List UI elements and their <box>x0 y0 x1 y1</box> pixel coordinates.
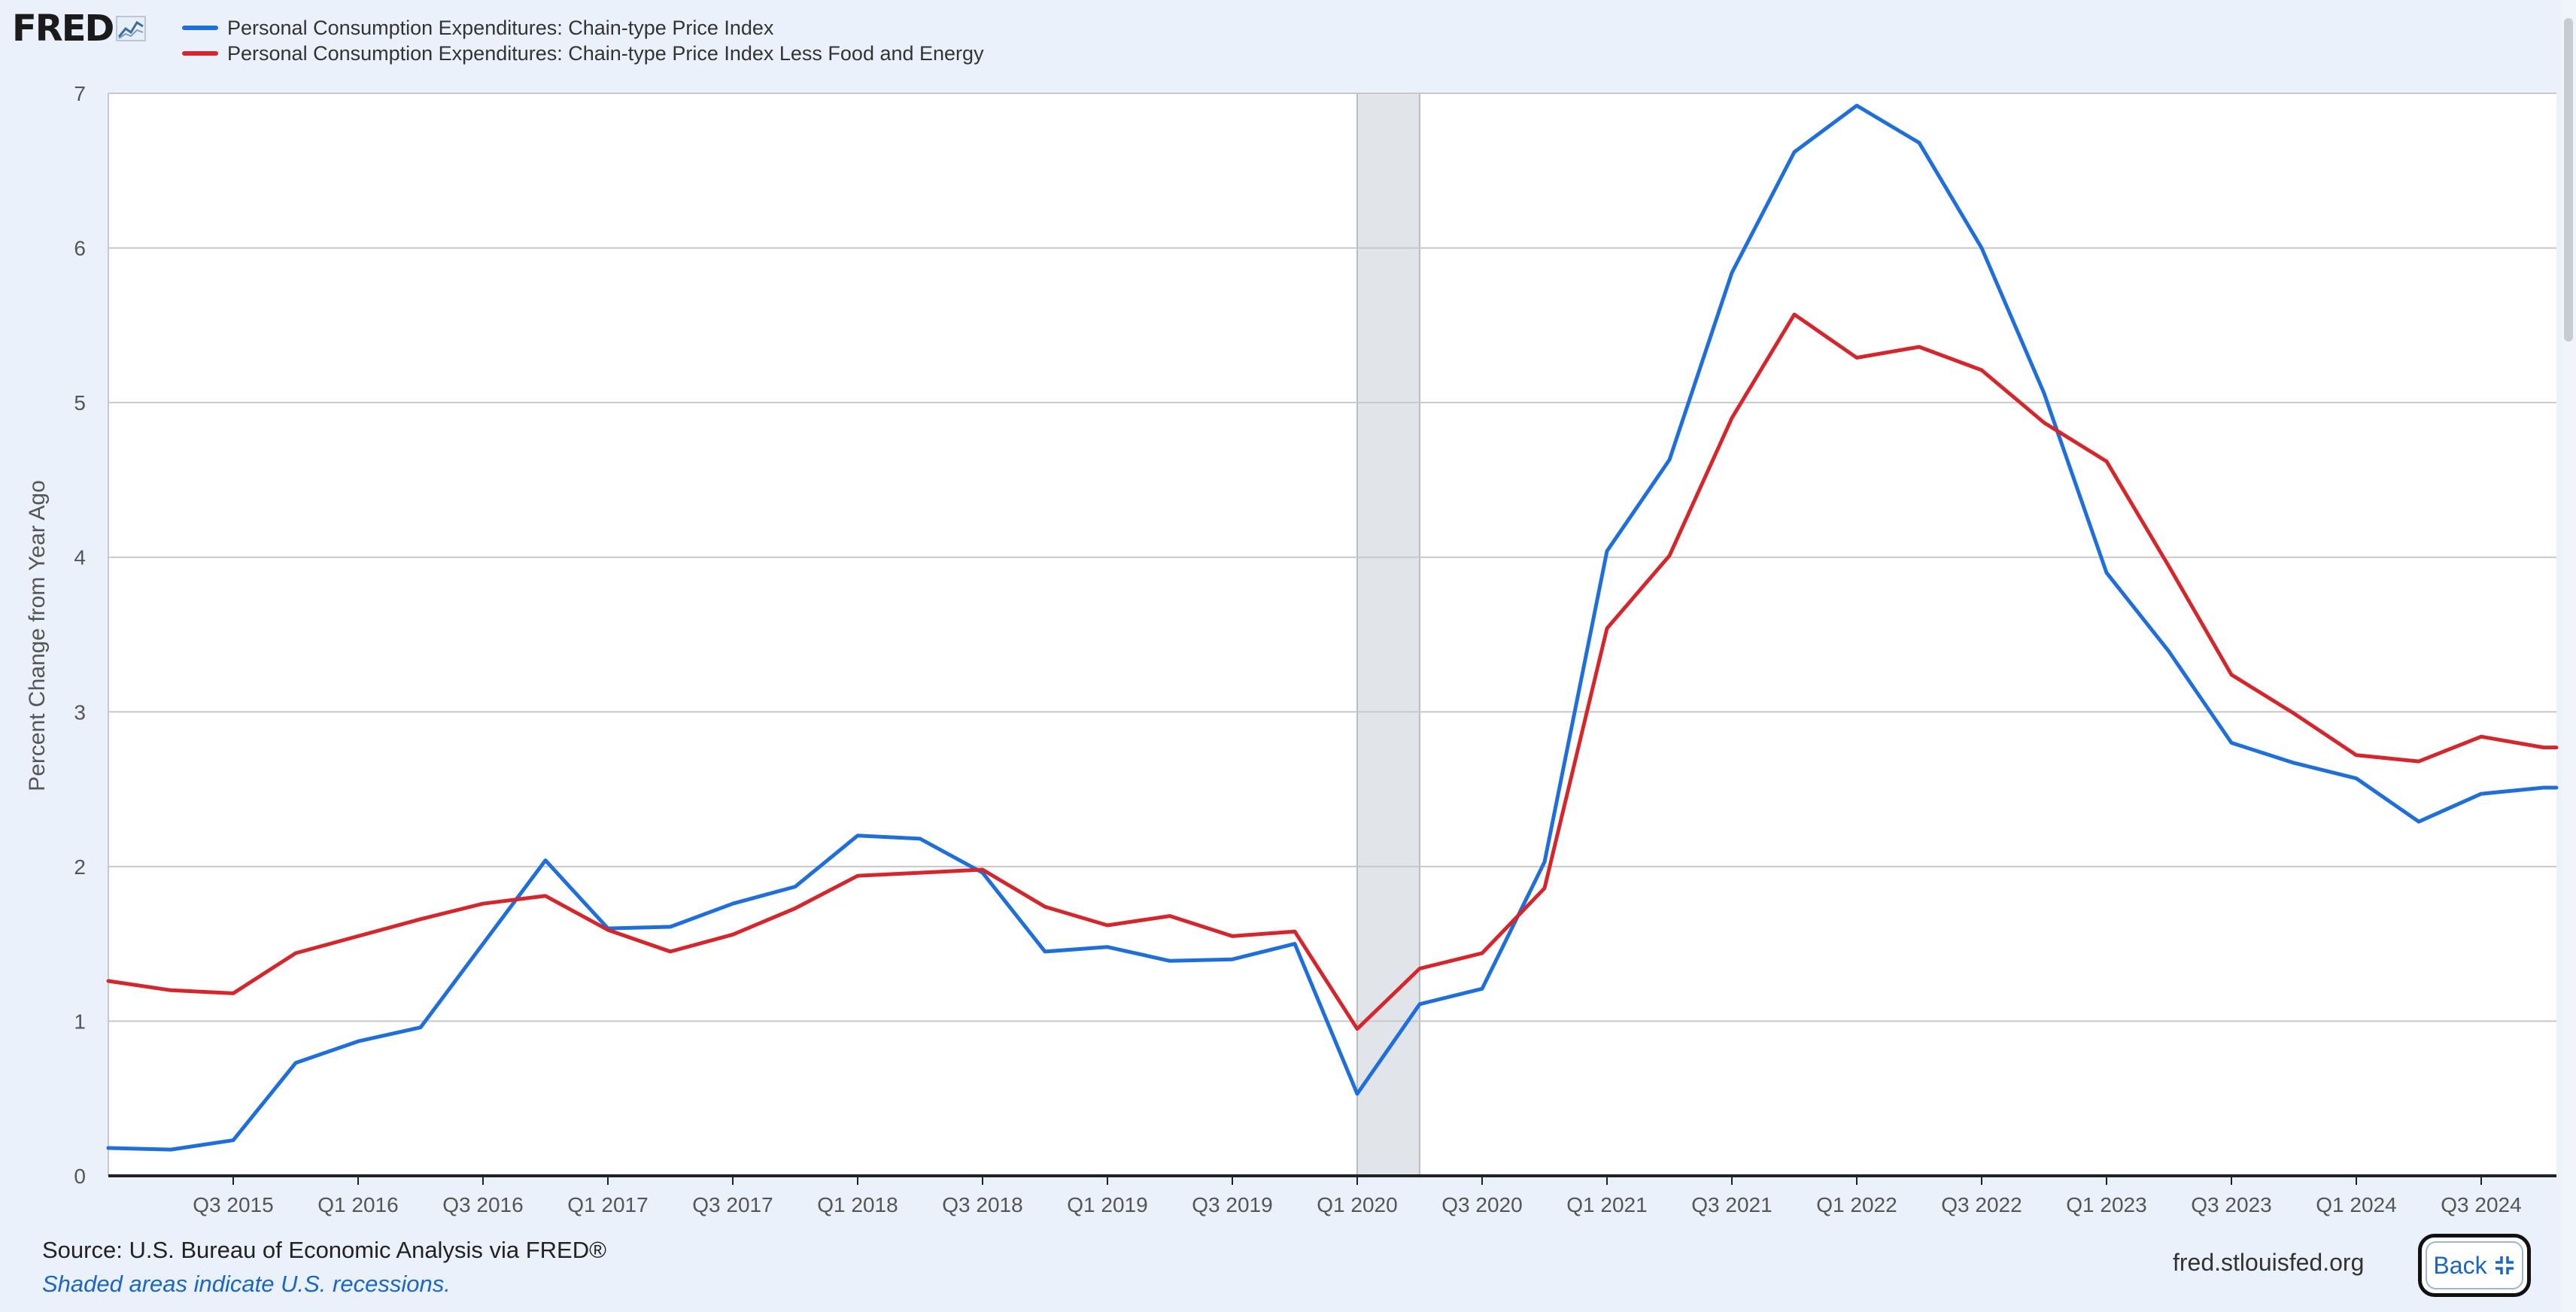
collapse-icon <box>2495 1256 2514 1274</box>
x-tick-label: Q3 2019 <box>1192 1193 1272 1216</box>
site-link[interactable]: fred.stlouisfed.org <box>2173 1249 2365 1276</box>
y-tick-label: 5 <box>74 391 86 415</box>
x-tick-label: Q3 2017 <box>692 1193 773 1216</box>
y-tick-label: 1 <box>74 1010 86 1033</box>
series-line-pce <box>106 103 2559 1152</box>
fred-logo[interactable]: FRED <box>12 8 147 50</box>
legend-label-pce: Personal Consumption Expenditures: Chain… <box>227 16 774 39</box>
x-tick-label: Q1 2016 <box>317 1193 398 1216</box>
y-tick-label: 2 <box>74 855 86 879</box>
x-tick-label: Q1 2017 <box>567 1193 648 1216</box>
y-tick-label: 3 <box>74 700 86 724</box>
scrollbar-thumb[interactable] <box>2564 18 2573 342</box>
legend-swatch-core-pce <box>182 51 218 56</box>
x-tick-label: Q1 2020 <box>1317 1193 1397 1216</box>
y-tick-label: 0 <box>74 1165 86 1188</box>
y-tick-label: 6 <box>74 237 86 260</box>
x-tick-label: Q3 2021 <box>1691 1193 1772 1216</box>
legend-swatch-pce <box>182 26 218 30</box>
back-button-inner: Back <box>2426 1241 2523 1289</box>
x-tick-label: Q1 2021 <box>1566 1193 1647 1216</box>
plot-area <box>108 93 2556 1176</box>
chart-legend: Personal Consumption Expenditures: Chain… <box>182 15 984 66</box>
x-tick-label: Q3 2015 <box>193 1193 273 1216</box>
edge-mask <box>2558 1186 2561 1224</box>
y-tick-label: 4 <box>74 546 86 569</box>
mini-chart-icon <box>116 16 147 41</box>
source-note: Source: U.S. Bureau of Economic Analysis… <box>42 1237 606 1263</box>
back-label: Back <box>2433 1251 2487 1279</box>
x-tick-label: Q1 2022 <box>1816 1193 1897 1216</box>
x-tick-label: Q1 2019 <box>1067 1193 1147 1216</box>
legend-item-pce[interactable]: Personal Consumption Expenditures: Chain… <box>182 15 984 41</box>
legend-item-core-pce[interactable]: Personal Consumption Expenditures: Chain… <box>182 41 984 66</box>
y-tick-label: 7 <box>74 82 86 105</box>
x-tick-label: Q1 2018 <box>817 1193 898 1216</box>
logo-text: FRED <box>12 8 114 50</box>
recession-note: Shaded areas indicate U.S. recessions. <box>42 1271 451 1297</box>
x-tick-label: Q1 2023 <box>2066 1193 2146 1216</box>
x-tick-label: Q3 2023 <box>2191 1193 2271 1216</box>
recession-shade <box>1356 93 1420 1177</box>
x-tick-label: Q3 2020 <box>1441 1193 1522 1216</box>
x-tick-label: Q1 2024 <box>2316 1193 2396 1216</box>
x-tick-label: Q3 2016 <box>442 1193 523 1216</box>
back-button[interactable]: Back <box>2418 1234 2531 1297</box>
x-tick-label: Q3 2024 <box>2441 1193 2521 1216</box>
x-tick-label: Q3 2018 <box>942 1193 1022 1216</box>
x-tick-label: Q3 2022 <box>1941 1193 2022 1216</box>
legend-label-core-pce: Personal Consumption Expenditures: Chain… <box>227 41 984 65</box>
series-line-core-pce <box>106 312 2559 1031</box>
